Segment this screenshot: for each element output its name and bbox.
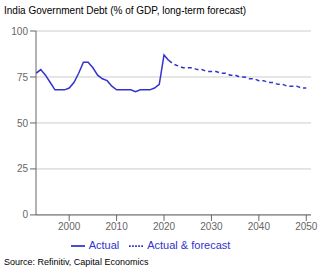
svg-text:2020: 2020 (153, 221, 176, 232)
svg-text:50: 50 (17, 118, 29, 129)
svg-text:2030: 2030 (200, 221, 223, 232)
svg-text:2010: 2010 (105, 221, 128, 232)
html-text:Source: Refinitiv, Capital Eco: Source: Refinitiv, Capital Economics (4, 257, 149, 267)
html-text:Actual: Actual (88, 238, 120, 251)
svg-text:2040: 2040 (248, 221, 271, 232)
svg-text:75: 75 (17, 72, 29, 83)
svg-text:25: 25 (17, 163, 29, 174)
html-text:India Government Debt (% of GD: India Government Debt (% of GDP, long-te… (4, 5, 247, 16)
svg-text:2050: 2050 (295, 221, 317, 232)
svg-text:2000: 2000 (58, 221, 81, 232)
svg-text:0: 0 (22, 209, 28, 220)
svg-text:100: 100 (11, 26, 28, 37)
html-text:Actual & forecast: Actual & forecast (147, 238, 231, 251)
